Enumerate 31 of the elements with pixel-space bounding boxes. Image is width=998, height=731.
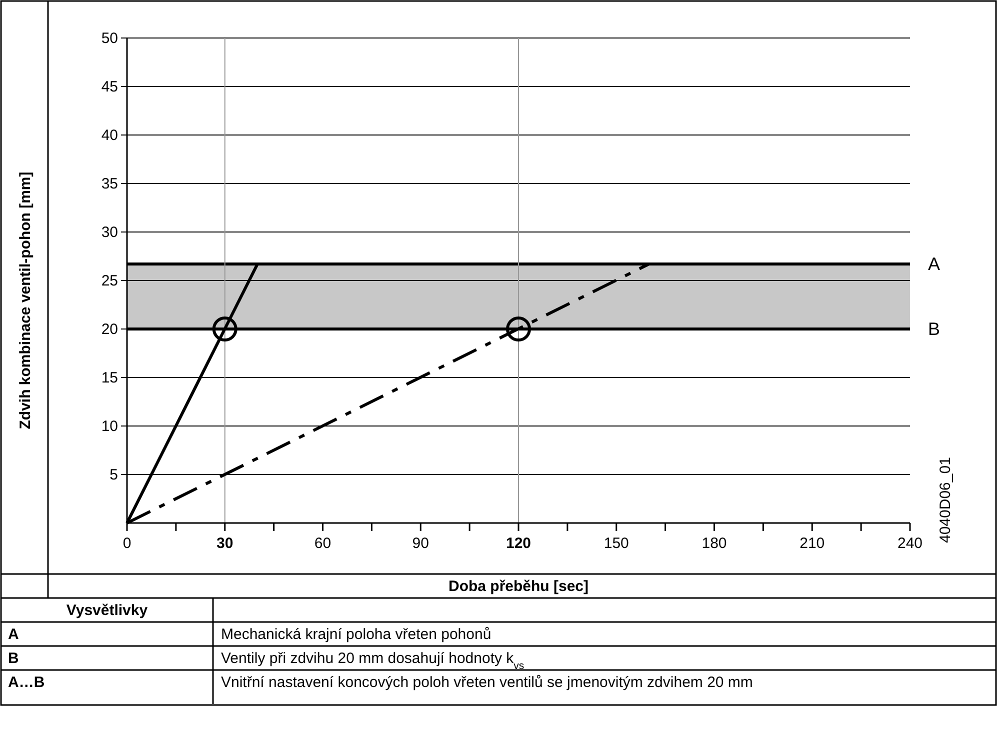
x-tick-label: 0 xyxy=(122,535,132,552)
x-tick-label: 210 xyxy=(800,535,825,552)
y-tick-label: 40 xyxy=(101,127,118,144)
x-tick-label: 60 xyxy=(314,535,332,552)
y-axis-title: Zdvih kombinace ventil-pohon [mm] xyxy=(17,172,34,430)
y-tick-label: 45 xyxy=(101,78,118,96)
x-tick-label: 240 xyxy=(897,535,923,552)
x-axis-title: Doba přeběhu [sec] xyxy=(448,578,589,595)
y-tick-label: 35 xyxy=(101,176,118,192)
text: Mechanická krajní poloha vřeten pohonů xyxy=(221,626,492,643)
text: A xyxy=(8,626,19,643)
y-tick-label: 15 xyxy=(101,370,118,386)
ref-line-label: B xyxy=(928,319,940,339)
y-tick-label: 50 xyxy=(101,30,118,47)
text: 4040D06_01 xyxy=(937,457,954,543)
text: A…B xyxy=(8,674,45,691)
ref-line-label: A xyxy=(928,254,940,274)
text: Vnitřní nastavení koncových poloh vřeten ventilů se jmenovitým zdvihem 20 mm xyxy=(221,674,753,691)
text: B xyxy=(8,650,19,667)
y-tick-label: 5 xyxy=(110,466,118,484)
text: Ventily při zdvihu 20 mm dosahují hodnoty k$_{vs}$ xyxy=(221,650,524,672)
y-tick-label: 10 xyxy=(101,418,118,435)
text: Vysvětlivky xyxy=(66,602,148,619)
x-tick-label: 180 xyxy=(702,535,727,552)
x-tick-label: 120 xyxy=(506,535,532,552)
y-tick-label: 25 xyxy=(101,272,118,290)
x-tick-label: 150 xyxy=(604,535,629,552)
y-tick-label: 30 xyxy=(101,224,118,241)
x-tick-label: 30 xyxy=(216,535,234,552)
x-tick-label: 90 xyxy=(412,535,429,552)
y-tick-label: 20 xyxy=(101,321,118,338)
